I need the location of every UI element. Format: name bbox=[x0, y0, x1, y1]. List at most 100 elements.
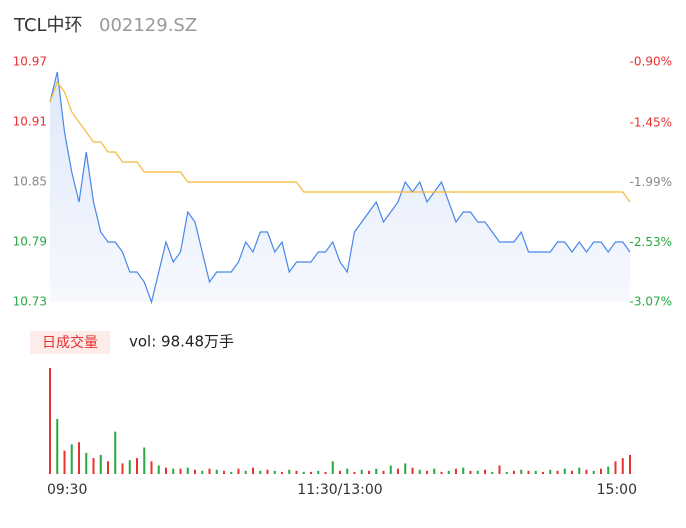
price-area bbox=[50, 72, 630, 302]
y-tick-label: 10.73 bbox=[13, 295, 47, 309]
volume-bar bbox=[215, 469, 218, 474]
volume-bar bbox=[505, 471, 508, 474]
volume-bar bbox=[360, 469, 363, 474]
volume-bar bbox=[179, 468, 182, 474]
volume-bar bbox=[114, 431, 117, 474]
y2-tick-label: -1.99% bbox=[630, 175, 672, 189]
y2-tick-label: -2.53% bbox=[630, 235, 672, 249]
volume-bar bbox=[549, 469, 552, 474]
volume-bar bbox=[397, 468, 399, 474]
x-tick-label: 11:30/13:00 bbox=[297, 482, 382, 498]
volume-bar bbox=[418, 469, 421, 474]
volume-bar bbox=[585, 469, 588, 474]
volume-bar bbox=[571, 470, 573, 474]
volume-bar bbox=[295, 470, 298, 474]
volume-bar bbox=[339, 470, 341, 474]
stock-code: 002129.SZ bbox=[99, 15, 197, 36]
volume-bar bbox=[186, 467, 189, 474]
y-tick-label: 10.97 bbox=[13, 55, 47, 69]
volume-bar bbox=[63, 450, 66, 474]
volume-bar bbox=[447, 470, 450, 474]
volume-bar bbox=[121, 463, 124, 474]
y2-tick-label: -3.07% bbox=[630, 295, 672, 309]
volume-bar bbox=[194, 469, 196, 474]
volume-bar bbox=[411, 467, 414, 474]
volume-bar bbox=[172, 468, 175, 474]
volume-bar bbox=[165, 467, 167, 474]
volume-bar bbox=[331, 461, 334, 474]
volume-bar bbox=[621, 458, 624, 474]
volume-bar bbox=[85, 452, 88, 474]
volume-bar bbox=[592, 470, 595, 474]
volume-bar bbox=[49, 368, 51, 474]
volume-bar bbox=[484, 469, 486, 474]
volume-badge bbox=[30, 331, 110, 354]
volume-bar bbox=[527, 470, 530, 474]
volume-bar bbox=[288, 469, 291, 474]
average-line bbox=[49, 80, 631, 203]
y-tick-label: 10.85 bbox=[13, 175, 47, 189]
x-tick-label: 15:00 bbox=[597, 482, 637, 498]
volume-bar bbox=[107, 461, 109, 474]
volume-bar bbox=[513, 470, 515, 474]
volume-bar bbox=[353, 471, 356, 474]
volume-bar bbox=[273, 470, 276, 474]
volume-bar bbox=[469, 470, 472, 474]
volume-bar bbox=[244, 470, 247, 474]
volume-bar bbox=[614, 461, 617, 474]
y-tick-label: 10.91 bbox=[13, 115, 47, 129]
volume-bar bbox=[56, 418, 59, 474]
volume-bar bbox=[375, 468, 378, 474]
volume-bar bbox=[426, 470, 428, 474]
volume-bar bbox=[389, 465, 392, 474]
volume-bar bbox=[462, 467, 465, 474]
volume-bar bbox=[259, 470, 262, 474]
price-line bbox=[49, 71, 631, 305]
volume-bar bbox=[143, 447, 146, 474]
volume-bar bbox=[324, 471, 327, 474]
volume-bar bbox=[368, 470, 370, 474]
volume-bar bbox=[629, 454, 631, 474]
volume-bar bbox=[600, 468, 602, 474]
volume-bar bbox=[310, 471, 312, 474]
y2-tick-label: -1.45% bbox=[630, 115, 672, 129]
volume-bar bbox=[128, 460, 131, 474]
y2-tick-label: -0.90% bbox=[630, 55, 672, 69]
volume-bar bbox=[302, 471, 305, 474]
volume-bar bbox=[455, 468, 457, 474]
volume-bar bbox=[542, 471, 544, 474]
volume-bar bbox=[201, 470, 204, 474]
volume-bar bbox=[433, 468, 436, 474]
volume-bar bbox=[520, 469, 523, 474]
volume-bar bbox=[382, 470, 385, 474]
volume-bar bbox=[317, 470, 320, 474]
volume-bar bbox=[150, 461, 153, 474]
volume-bar bbox=[476, 470, 479, 474]
volume-bar bbox=[99, 454, 102, 474]
stock-name: TCL中环 bbox=[13, 15, 83, 36]
volume-bar bbox=[534, 470, 537, 474]
volume-bar bbox=[136, 458, 138, 474]
volume-bar bbox=[607, 466, 610, 474]
volume-bar bbox=[404, 463, 407, 474]
volume-bar bbox=[491, 471, 494, 474]
volume-bar bbox=[556, 470, 559, 474]
volume-bar bbox=[346, 468, 349, 474]
volume-bar bbox=[266, 469, 269, 474]
volume-bar bbox=[440, 471, 443, 474]
volume-bar bbox=[208, 468, 211, 474]
volume-bar bbox=[578, 467, 581, 474]
x-tick-label: 09:30 bbox=[47, 482, 87, 498]
volume-bar bbox=[498, 465, 501, 474]
volume-bar bbox=[563, 468, 566, 474]
volume-label: 日成交量 bbox=[42, 334, 98, 351]
volume-bar bbox=[70, 444, 73, 474]
volume-bar bbox=[252, 467, 254, 474]
volume-bar bbox=[157, 465, 160, 474]
volume-bar bbox=[78, 442, 80, 474]
volume-total: vol: 98.48万手 bbox=[129, 333, 234, 351]
y-tick-label: 10.79 bbox=[13, 235, 47, 249]
volume-bar bbox=[92, 458, 95, 474]
volume-bar bbox=[230, 471, 233, 474]
